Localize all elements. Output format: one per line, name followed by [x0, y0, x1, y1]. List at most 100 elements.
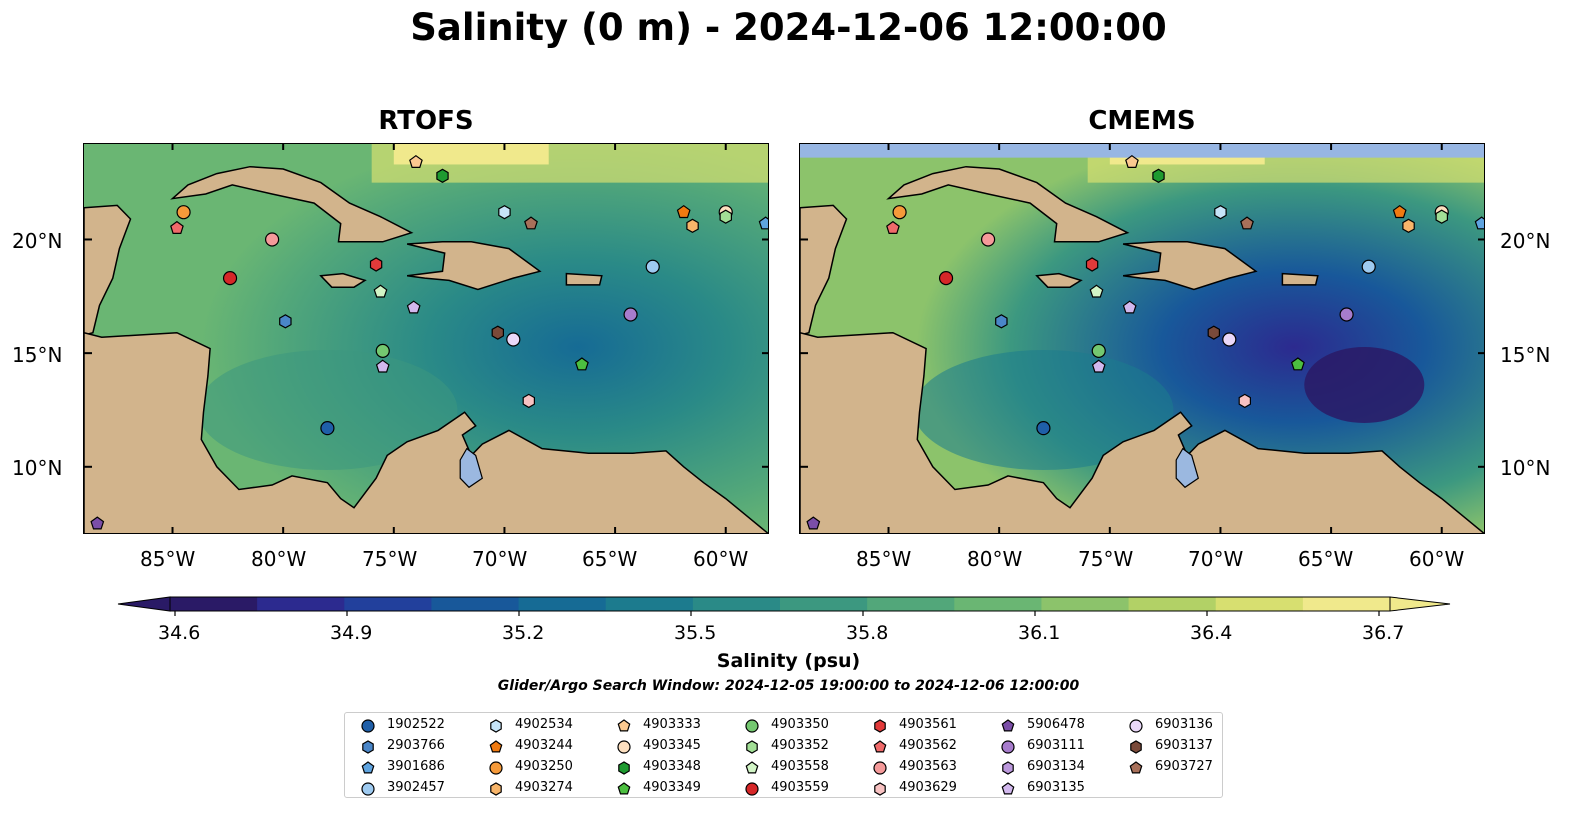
xtick-p2-80w: 80°W	[967, 547, 1023, 571]
land-pr	[565, 272, 603, 286]
legend-marker	[490, 782, 502, 796]
western-caribbean-patch	[913, 349, 1174, 470]
hexagon-icon	[490, 719, 502, 733]
legend-label: 4903244	[515, 738, 573, 753]
cbar-tick-3: 35.5	[674, 622, 717, 644]
float-marker	[170, 220, 184, 235]
legend-marker	[745, 782, 759, 796]
legend-marker	[617, 782, 631, 795]
float-marker	[524, 216, 538, 230]
float-marker	[892, 205, 907, 220]
xtick-p1-65w: 65°W	[582, 547, 638, 571]
no-data-strip	[800, 144, 1484, 158]
cbar-tick-6: 36.4	[1190, 622, 1233, 644]
legend-label: 4903563	[899, 759, 957, 774]
legend-marker	[1129, 719, 1143, 733]
colorbar-segment	[780, 597, 868, 611]
hexagon-icon	[874, 719, 886, 733]
legend-marker	[489, 740, 503, 753]
legend-label: 3901686	[387, 759, 445, 774]
legend-label: 4903274	[515, 780, 573, 795]
float-marker	[1122, 300, 1137, 314]
legend-label: 4903562	[899, 738, 957, 753]
float-marker	[222, 271, 238, 286]
legend-label: 6903137	[1155, 738, 1213, 753]
ytick-right-10n: 10°N	[1500, 456, 1551, 480]
float-marker	[623, 307, 638, 322]
lake-maracaibo	[459, 447, 483, 489]
float-marker	[369, 257, 383, 272]
colorbar-segment	[954, 597, 1042, 611]
legend-marker	[618, 761, 630, 775]
float-marker	[176, 205, 191, 220]
circle-icon	[745, 719, 759, 733]
legend-marker	[361, 761, 375, 774]
legend-marker	[1001, 782, 1015, 795]
legend-marker	[361, 782, 375, 796]
legend-marker	[489, 761, 503, 775]
pentagon-icon	[745, 761, 759, 774]
colorbar-segment	[692, 597, 781, 611]
colorbar-segment	[344, 597, 432, 611]
xtick-p1-70w: 70°W	[472, 547, 528, 571]
salinity-colorbar	[117, 596, 1451, 616]
xtick-p2-70w: 70°W	[1188, 547, 1244, 571]
float-marker	[375, 343, 390, 358]
float-marker	[1091, 343, 1106, 358]
float-marker	[264, 232, 280, 247]
float-marker	[1125, 154, 1139, 168]
western-caribbean-patch	[197, 349, 458, 470]
legend-marker	[873, 740, 887, 753]
ytick-left-10n: 10°N	[12, 456, 63, 480]
float-marker	[1402, 218, 1415, 233]
float-marker	[1091, 359, 1106, 373]
float-marker	[1361, 259, 1376, 274]
legend-label: 4903629	[899, 780, 957, 795]
legend-label: 5906478	[1027, 717, 1085, 732]
land-hispaniola	[1122, 241, 1258, 291]
colorbar-segment	[257, 597, 345, 611]
circle-icon	[361, 782, 375, 796]
float-marker	[1036, 421, 1051, 436]
ytick-right-15n: 15°N	[1500, 343, 1551, 367]
float-marker	[1474, 216, 1484, 230]
land-central	[800, 331, 1484, 533]
legend-label: 4903348	[643, 759, 701, 774]
cbar-tick-5: 36.1	[1018, 622, 1061, 644]
colorbar-segment	[170, 597, 258, 611]
lake-maracaibo	[1175, 447, 1199, 489]
hexagon-icon	[618, 761, 630, 775]
circle-icon	[745, 782, 759, 796]
panel-title-cmems: CMEMS	[1088, 106, 1196, 136]
xtick-p1-85w: 85°W	[140, 547, 196, 571]
figure-title: Salinity (0 m) - 2024-12-06 12:00:00	[410, 6, 1167, 49]
float-marker	[373, 284, 388, 298]
search-window-text: Glider/Argo Search Window: 2024-12-05 19…	[497, 678, 1080, 694]
colorbar-label: Salinity (psu)	[716, 650, 861, 672]
colorbar-segment	[1128, 597, 1217, 611]
float-marker	[506, 332, 521, 347]
float-marker	[409, 154, 423, 168]
circle-icon	[1129, 719, 1143, 733]
legend-marker	[874, 782, 886, 796]
legend-marker	[1002, 761, 1014, 775]
land-cuba	[170, 165, 414, 243]
xtick-p2-60w: 60°W	[1409, 547, 1465, 571]
land-jamaica	[1035, 272, 1083, 288]
colorbar-segment	[431, 597, 520, 611]
legend-label: 6903727	[1155, 759, 1213, 774]
legend-label: 4903559	[771, 780, 829, 795]
float-marker	[1089, 284, 1104, 298]
legend-label: 4903333	[643, 717, 701, 732]
float-marker	[719, 209, 733, 224]
xtick-p2-85w: 85°W	[856, 547, 912, 571]
float-marker	[1240, 216, 1254, 230]
circle-icon	[489, 761, 503, 775]
float-legend: 1902522 2903766 3901686 3902457 4902534 49032…	[344, 712, 1223, 798]
xtick-p2-65w: 65°W	[1298, 547, 1354, 571]
pentagon-icon	[361, 761, 375, 774]
float-marker	[406, 300, 421, 314]
hexagon-icon	[746, 740, 758, 754]
float-marker	[1214, 205, 1227, 220]
pentagon-icon	[1129, 761, 1143, 774]
